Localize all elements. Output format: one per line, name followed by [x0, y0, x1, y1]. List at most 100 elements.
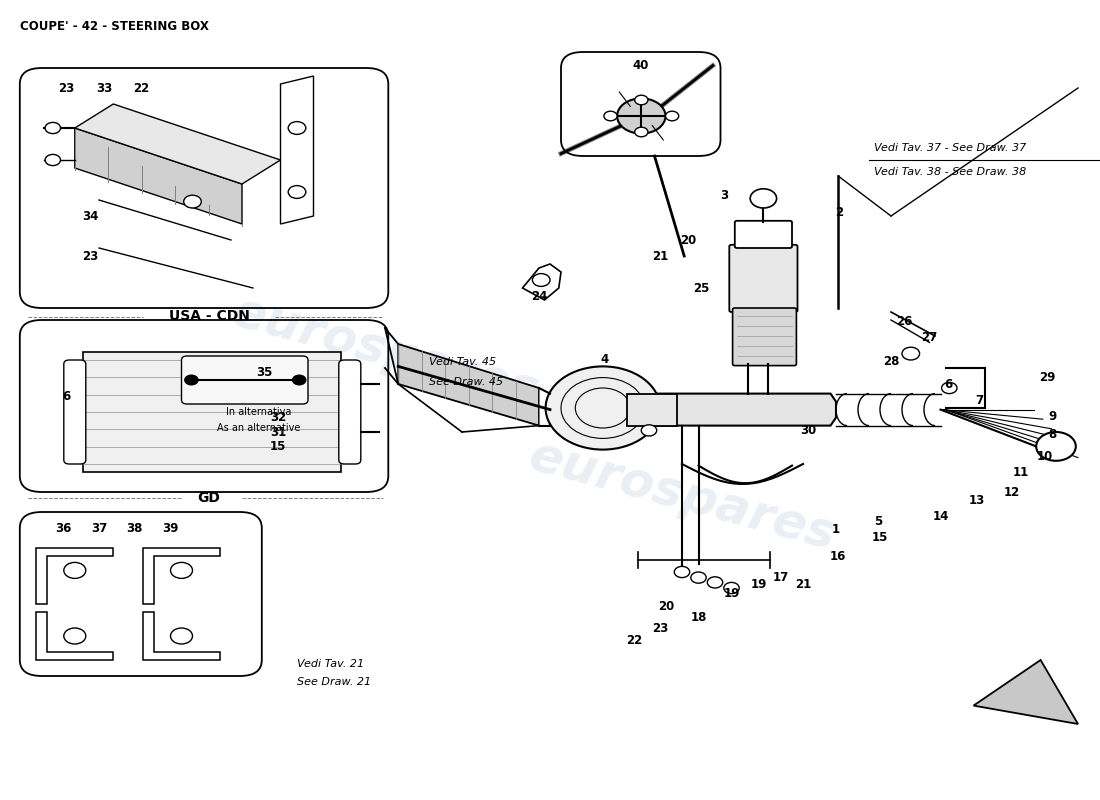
Text: 19: 19: [724, 587, 739, 600]
Text: 13: 13: [969, 494, 984, 506]
Text: 6: 6: [944, 378, 953, 390]
Text: 17: 17: [773, 571, 789, 584]
Text: 10: 10: [1037, 450, 1053, 462]
Text: 40: 40: [632, 59, 648, 72]
FancyBboxPatch shape: [729, 245, 798, 312]
Circle shape: [170, 562, 192, 578]
Text: 21: 21: [652, 250, 668, 262]
Text: 35: 35: [256, 366, 272, 378]
Text: 38: 38: [126, 522, 142, 534]
Text: 29: 29: [1040, 371, 1055, 384]
Text: 22: 22: [627, 634, 642, 646]
FancyBboxPatch shape: [627, 394, 676, 426]
Text: 36: 36: [56, 522, 72, 534]
Text: 34: 34: [82, 210, 98, 222]
FancyBboxPatch shape: [339, 360, 361, 464]
Circle shape: [64, 562, 86, 578]
Text: 12: 12: [1004, 486, 1020, 498]
Text: 8: 8: [1048, 428, 1057, 441]
Text: 7: 7: [975, 394, 983, 406]
Text: GD: GD: [198, 490, 220, 505]
Text: 25: 25: [694, 282, 710, 294]
Text: See Draw. 45: See Draw. 45: [429, 378, 503, 387]
Text: See Draw. 21: See Draw. 21: [297, 678, 371, 687]
Text: 26: 26: [896, 315, 912, 328]
Circle shape: [750, 189, 777, 208]
Text: 19: 19: [751, 578, 767, 590]
Text: 16: 16: [830, 550, 846, 562]
Text: 20: 20: [659, 600, 674, 613]
Circle shape: [288, 186, 306, 198]
Text: Vedi Tav. 45: Vedi Tav. 45: [429, 357, 496, 366]
FancyBboxPatch shape: [733, 308, 796, 366]
Text: 15: 15: [872, 531, 888, 544]
Polygon shape: [522, 264, 561, 300]
Circle shape: [902, 347, 920, 360]
Text: 37: 37: [91, 522, 107, 534]
Text: 23: 23: [58, 82, 74, 94]
Polygon shape: [75, 104, 280, 184]
Circle shape: [674, 566, 690, 578]
Circle shape: [635, 127, 648, 137]
Text: 3: 3: [719, 189, 728, 202]
Circle shape: [170, 628, 192, 644]
Circle shape: [546, 366, 660, 450]
Circle shape: [707, 577, 723, 588]
Text: 6: 6: [62, 390, 70, 402]
Circle shape: [185, 375, 198, 385]
Circle shape: [45, 154, 60, 166]
Text: 1: 1: [832, 523, 840, 536]
Circle shape: [724, 582, 739, 594]
Text: USA - CDN: USA - CDN: [168, 309, 250, 323]
Text: Vedi Tav. 37 - See Draw. 37: Vedi Tav. 37 - See Draw. 37: [874, 143, 1026, 153]
Text: 22: 22: [133, 82, 148, 94]
Circle shape: [691, 572, 706, 583]
Text: 20: 20: [681, 234, 696, 246]
Text: COUPE' - 42 - STEERING BOX: COUPE' - 42 - STEERING BOX: [20, 20, 209, 33]
FancyBboxPatch shape: [64, 360, 86, 464]
Circle shape: [635, 95, 648, 105]
Circle shape: [641, 425, 657, 436]
Text: 24: 24: [531, 290, 547, 302]
Circle shape: [1036, 432, 1076, 461]
Text: 9: 9: [1048, 410, 1057, 422]
Circle shape: [293, 375, 306, 385]
Circle shape: [604, 111, 617, 121]
Circle shape: [666, 111, 679, 121]
Text: 32: 32: [271, 411, 286, 424]
Text: 27: 27: [922, 331, 937, 344]
Circle shape: [288, 122, 306, 134]
Text: 30: 30: [801, 424, 816, 437]
Text: eurospares: eurospares: [524, 432, 840, 560]
Text: 21: 21: [795, 578, 811, 590]
Text: As an alternative: As an alternative: [217, 423, 300, 433]
Text: 31: 31: [271, 426, 286, 438]
Polygon shape: [280, 76, 314, 224]
Text: 2: 2: [835, 206, 844, 218]
Text: Vedi Tav. 21: Vedi Tav. 21: [297, 659, 364, 669]
FancyBboxPatch shape: [182, 356, 308, 404]
Circle shape: [532, 274, 550, 286]
Text: Vedi Tav. 38 - See Draw. 38: Vedi Tav. 38 - See Draw. 38: [874, 167, 1026, 177]
FancyBboxPatch shape: [735, 221, 792, 248]
Circle shape: [184, 195, 201, 208]
Circle shape: [942, 382, 957, 394]
Polygon shape: [398, 344, 539, 426]
Polygon shape: [143, 612, 220, 660]
Polygon shape: [550, 394, 836, 426]
Polygon shape: [36, 612, 113, 660]
Text: 5: 5: [873, 515, 882, 528]
Polygon shape: [36, 548, 113, 604]
Text: 33: 33: [97, 82, 112, 94]
Text: 39: 39: [163, 522, 178, 534]
Polygon shape: [75, 128, 242, 224]
Text: eurospares: eurospares: [227, 288, 543, 416]
Text: 18: 18: [691, 611, 706, 624]
Polygon shape: [82, 352, 341, 472]
Text: 28: 28: [883, 355, 899, 368]
Text: 23: 23: [652, 622, 668, 634]
Polygon shape: [143, 548, 220, 604]
Text: 23: 23: [82, 250, 98, 262]
Text: In alternativa: In alternativa: [226, 407, 292, 417]
Text: 14: 14: [933, 510, 948, 522]
